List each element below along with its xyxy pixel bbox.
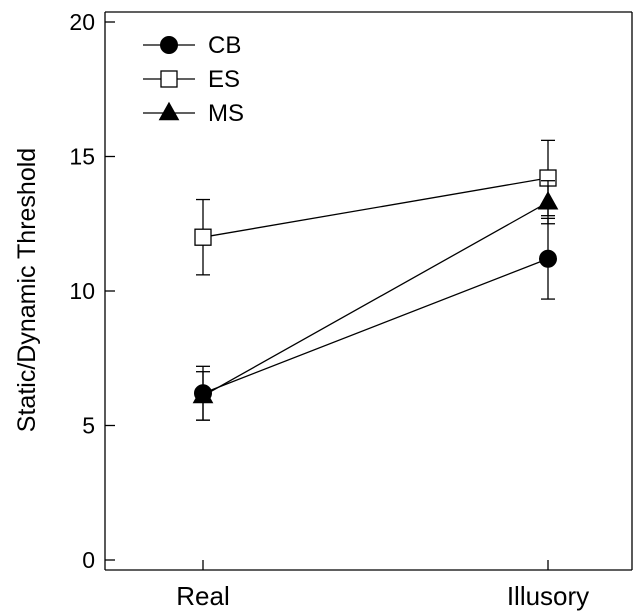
legend-marker-es (160, 70, 178, 88)
series-ms (192, 180, 559, 421)
series-group (192, 139, 559, 421)
data-point-ms (192, 384, 214, 404)
series-line-ms (202, 201, 549, 397)
legend-label: MS (208, 100, 244, 127)
legend-marker-ms (158, 101, 180, 121)
axes (104, 11, 633, 571)
x-tick-label: Real (176, 581, 229, 611)
y-tick-label: 10 (69, 278, 95, 304)
x-ticks: Real Illusory (176, 560, 589, 611)
legend-label: CB (208, 32, 241, 59)
legend: CB ES MS (143, 32, 244, 127)
series-line-es (202, 177, 549, 238)
legend-marker-cb (160, 36, 178, 54)
series-cb (194, 217, 557, 421)
data-point-cb (539, 249, 557, 268)
y-ticks: 0 5 10 15 20 (69, 9, 115, 573)
data-point-es (194, 228, 212, 246)
legend-item-cb: CB (143, 32, 241, 59)
series-es (194, 139, 557, 276)
legend-label: ES (208, 66, 240, 93)
y-tick-label: 5 (82, 413, 95, 439)
legend-item-ms: MS (143, 100, 244, 127)
y-tick-label: 15 (69, 144, 95, 170)
y-tick-label: 0 (82, 547, 95, 573)
series-line-cb (202, 258, 549, 394)
y-tick-label: 20 (69, 9, 95, 35)
x-tick-label: Illusory (507, 581, 589, 611)
data-point-ms (537, 191, 559, 210)
y-axis-label: Static/Dynamic Threshold (13, 148, 41, 432)
legend-item-es: ES (143, 66, 240, 93)
